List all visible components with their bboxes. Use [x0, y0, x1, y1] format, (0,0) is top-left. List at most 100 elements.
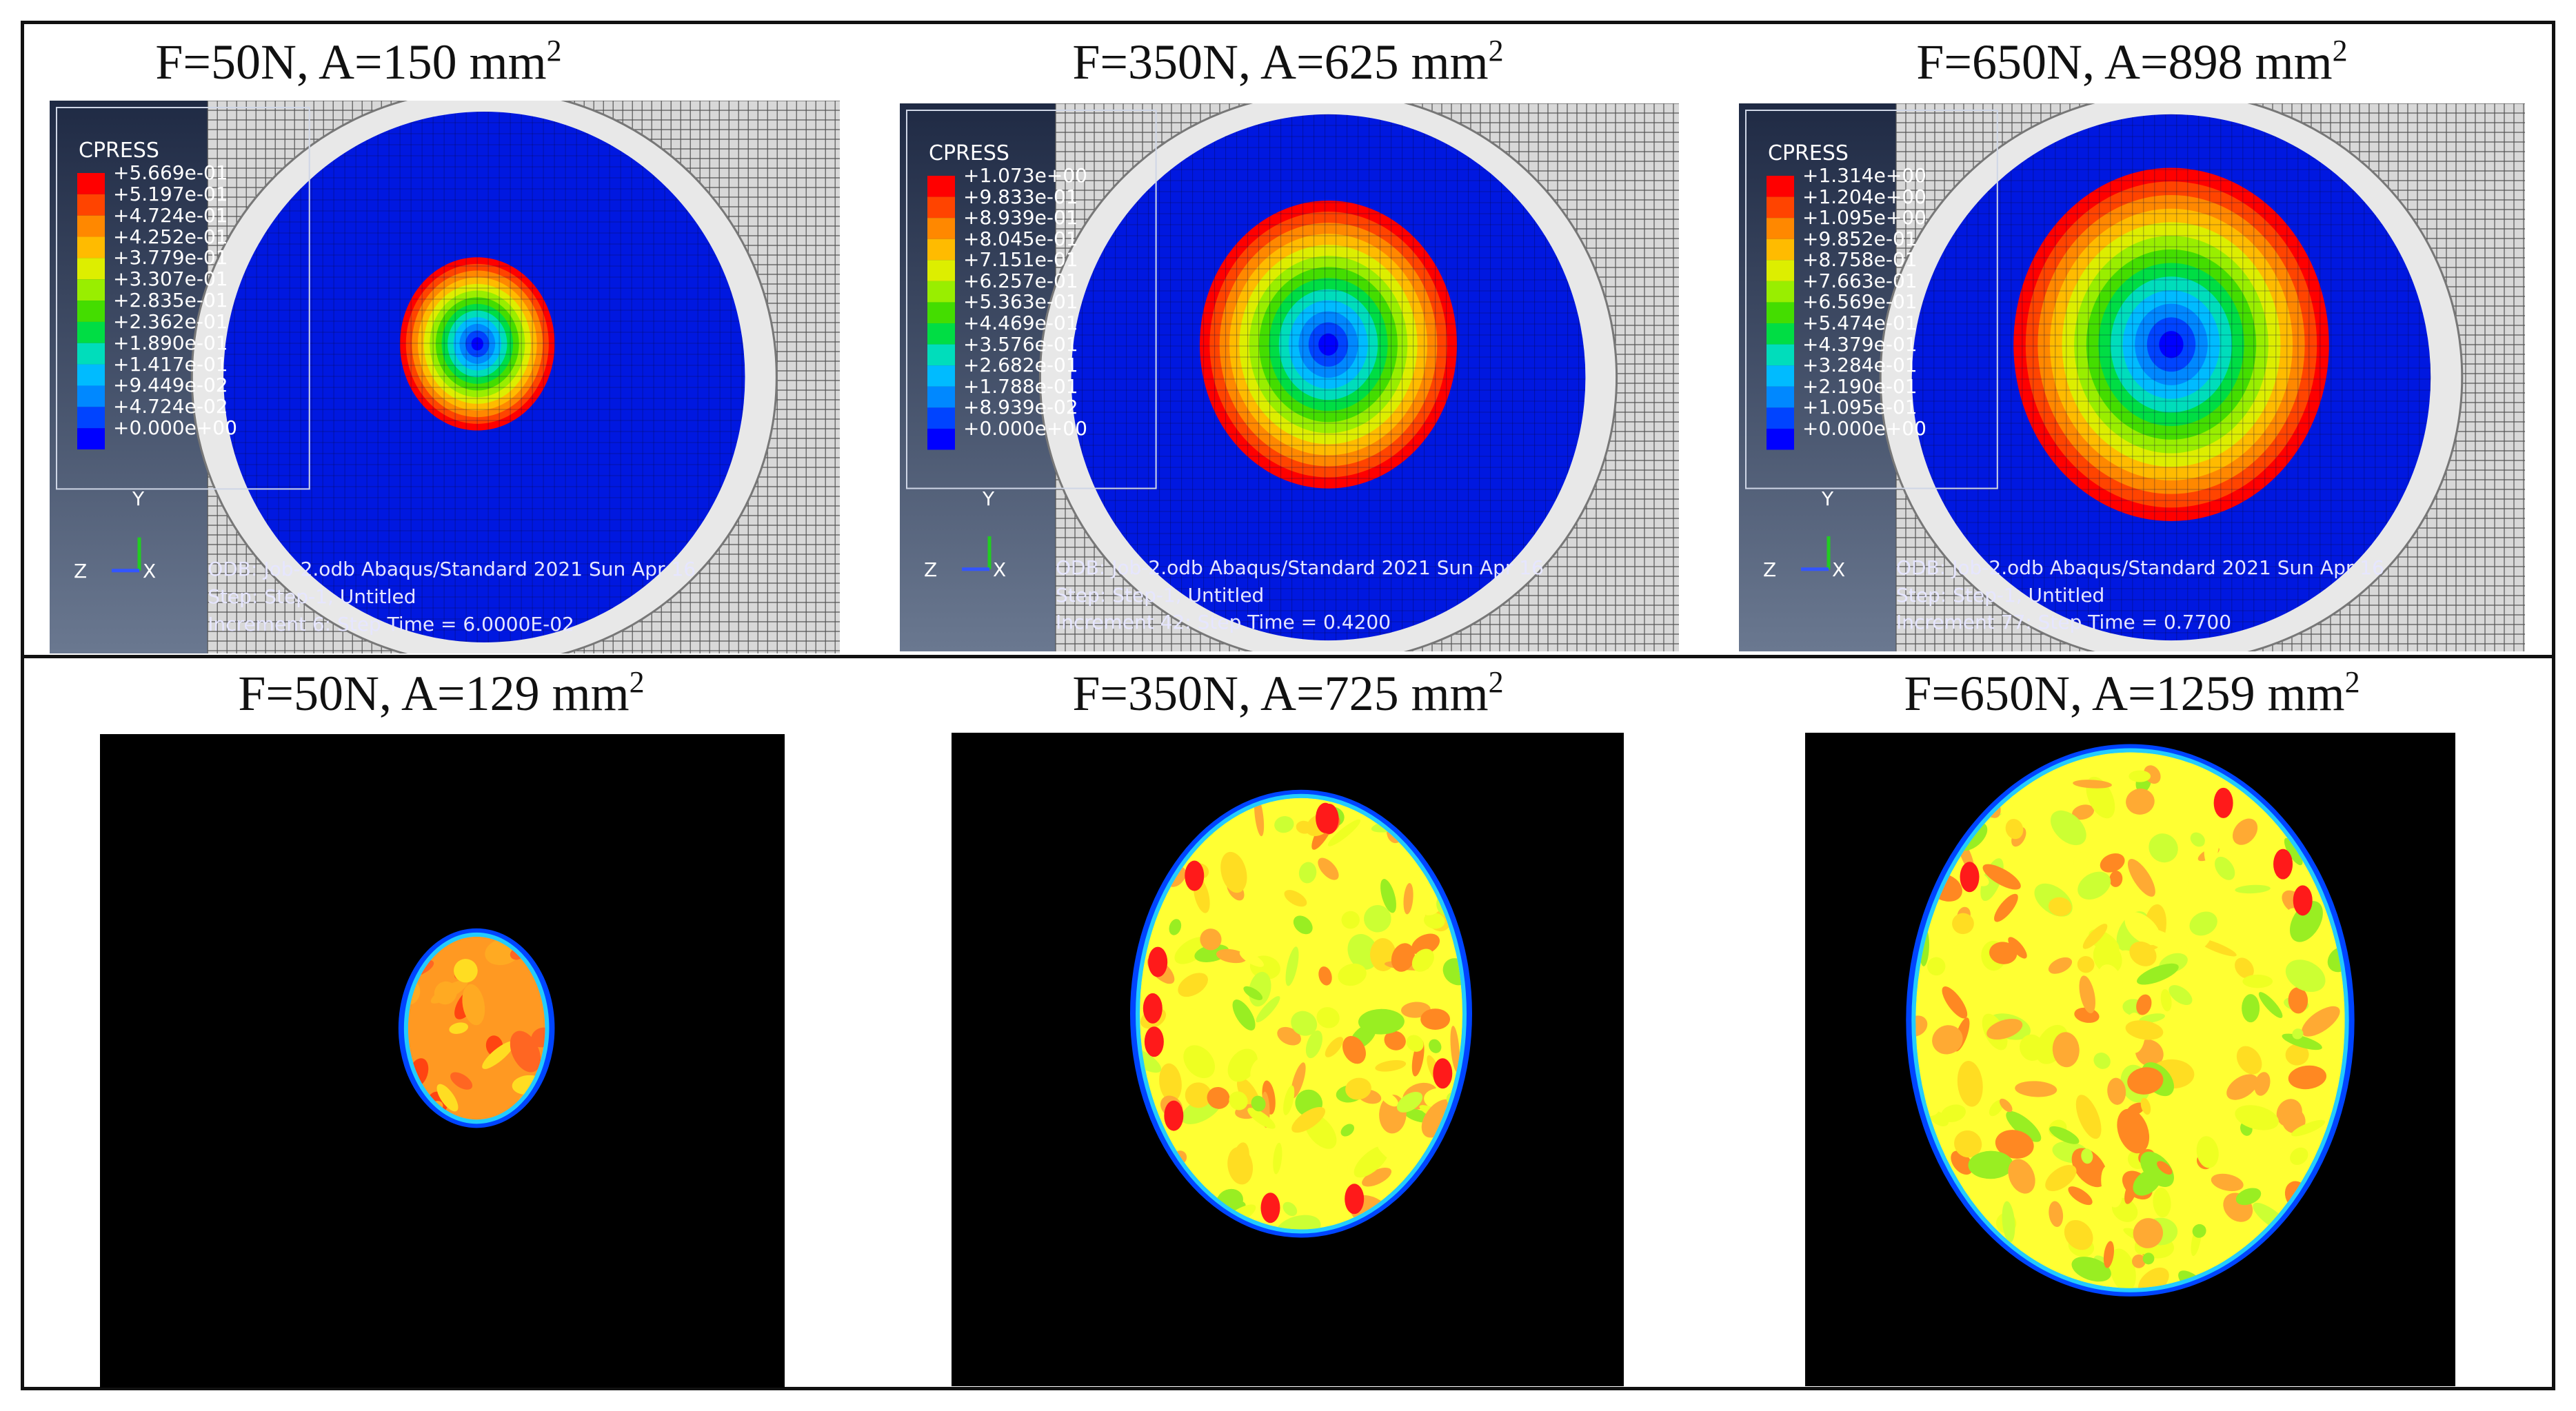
pressure-blob	[1932, 1025, 1963, 1055]
pressure-blob	[1442, 958, 1462, 986]
pressure-blob	[2137, 963, 2179, 985]
pressure-blob	[2215, 856, 2235, 880]
pressure-blob	[2129, 844, 2154, 860]
pressure-blob	[1994, 893, 2018, 922]
legend-swatch	[1767, 302, 1794, 324]
pressure-film-panel-3	[1805, 733, 2455, 1386]
pressure-blob	[1291, 1106, 1326, 1133]
pressure-blob	[2160, 988, 2172, 1012]
pressure-blob	[1178, 973, 1208, 997]
pressure-blob	[2071, 1148, 2108, 1188]
pressure-blob	[1227, 1147, 1254, 1185]
axis-label: Y	[132, 487, 145, 511]
pressure-blob	[2235, 957, 2254, 979]
pressure-blob	[449, 1022, 468, 1034]
pressure-blob	[1342, 1035, 1366, 1064]
legend-value: +4.252e-01	[113, 225, 228, 248]
legend-value: +5.669e-01	[113, 161, 228, 184]
pressure-blob	[1989, 942, 2017, 964]
legend-swatch	[927, 176, 955, 197]
legend-title: CPRESS	[1768, 141, 1849, 165]
pressure-blob	[510, 1031, 541, 1073]
pressure-blob	[462, 984, 485, 1026]
legend	[56, 107, 310, 490]
pressure-blob	[450, 1072, 473, 1090]
pressure-blob	[1406, 1035, 1424, 1052]
pressure-blob	[1293, 915, 1313, 935]
pressure-blob	[2288, 1065, 2327, 1090]
pressure-blob	[2006, 1110, 2042, 1142]
pressure-blob	[2288, 987, 2308, 1014]
pressure-blob	[1347, 933, 1379, 970]
pressure-blob	[454, 959, 478, 983]
legend-swatch	[77, 321, 105, 343]
pressure-blob	[531, 1027, 545, 1048]
pressure-blob	[2127, 1067, 2164, 1095]
pressure-blob	[1291, 1062, 1306, 1099]
pressure-blob	[1999, 1098, 2013, 1113]
pressure-blob	[2103, 1241, 2115, 1268]
pressure-blob	[1256, 996, 1280, 1023]
pressure-blob	[2291, 1119, 2326, 1137]
legend-swatch	[1767, 260, 1794, 281]
pressure-blob	[2082, 924, 2108, 949]
pressure-blob	[2068, 1186, 2093, 1206]
pressure-blob	[1277, 1026, 1301, 1046]
pressure-hotspot	[1345, 1184, 1365, 1215]
legend-swatch	[77, 194, 105, 216]
pressure-blob	[1227, 1048, 1258, 1082]
pressure-blob	[2189, 1195, 2213, 1214]
legend-value: +8.045e-01	[963, 227, 1078, 250]
legend-swatch	[1767, 218, 1794, 239]
legend-swatch	[77, 236, 105, 258]
pressure-blob	[1915, 1015, 1928, 1037]
axis-triad	[1801, 536, 1831, 571]
pressure-blob	[1338, 963, 1367, 986]
pressure-blob	[2236, 1046, 2262, 1075]
legend-value: +7.151e-01	[963, 248, 1078, 272]
pressure-blob	[1285, 946, 1299, 986]
contact-area	[1915, 752, 2345, 1288]
pressure-blob	[2139, 1013, 2165, 1024]
pressure-blob	[1377, 1142, 1414, 1169]
pressure-blob	[2235, 1188, 2262, 1206]
pressure-blob	[2140, 1151, 2174, 1188]
legend-value: +1.095e+00	[1802, 206, 1926, 230]
caption-bottom-1: F=50N, A=129 mm2	[238, 665, 645, 721]
pressure-blob	[2285, 960, 2326, 993]
pressure-blob	[2142, 1252, 2155, 1265]
pressure-blob	[1250, 1057, 1269, 1083]
fea-contour-panel-3: CPRESS +1.314e+00 +1.204e+00 +1.095e+00 +9.8…	[1739, 103, 2525, 651]
pressure-blob	[2157, 1161, 2173, 1175]
legend-swatch	[927, 386, 955, 408]
pressure-blob	[2137, 1267, 2169, 1288]
pressure-blob	[2190, 832, 2205, 847]
legend-value: +5.197e-01	[113, 182, 228, 205]
pressure-blob	[1159, 1063, 1182, 1102]
pressure-blob	[1283, 1085, 1295, 1115]
legend-value: +0.000e+00	[113, 416, 237, 440]
legend-value: +4.469e-01	[963, 312, 1078, 335]
pressure-blob	[2077, 871, 2111, 900]
pressure-blob	[1986, 1018, 2023, 1040]
axis-label: X	[993, 558, 1007, 581]
pressure-blob	[1982, 864, 2021, 890]
axis-label: Z	[924, 558, 938, 581]
pressure-blob	[2066, 1061, 2091, 1086]
legend-swatch	[927, 218, 955, 239]
legend-swatch	[927, 238, 955, 261]
legend-value: +2.190e-01	[1802, 374, 1918, 398]
pressure-hotspot	[1316, 802, 1336, 833]
pressure-blob	[1429, 1039, 1442, 1053]
pressure-hotspot	[1185, 860, 1205, 891]
odb-info-line: Increment 77: Step Time = 0.7700	[1896, 611, 2232, 634]
pressure-blob	[1298, 862, 1317, 884]
pressure-blob	[1251, 1095, 1266, 1112]
legend-value: +1.314e+00	[1802, 164, 1926, 187]
legend-value: +4.379e-01	[1802, 332, 1918, 356]
pressure-blob	[1316, 1007, 1340, 1028]
pressure-blob	[2126, 789, 2155, 815]
legend-swatch	[77, 428, 105, 449]
legend-swatch	[1767, 238, 1794, 261]
legend-value: +1.095e-01	[1802, 396, 1918, 419]
